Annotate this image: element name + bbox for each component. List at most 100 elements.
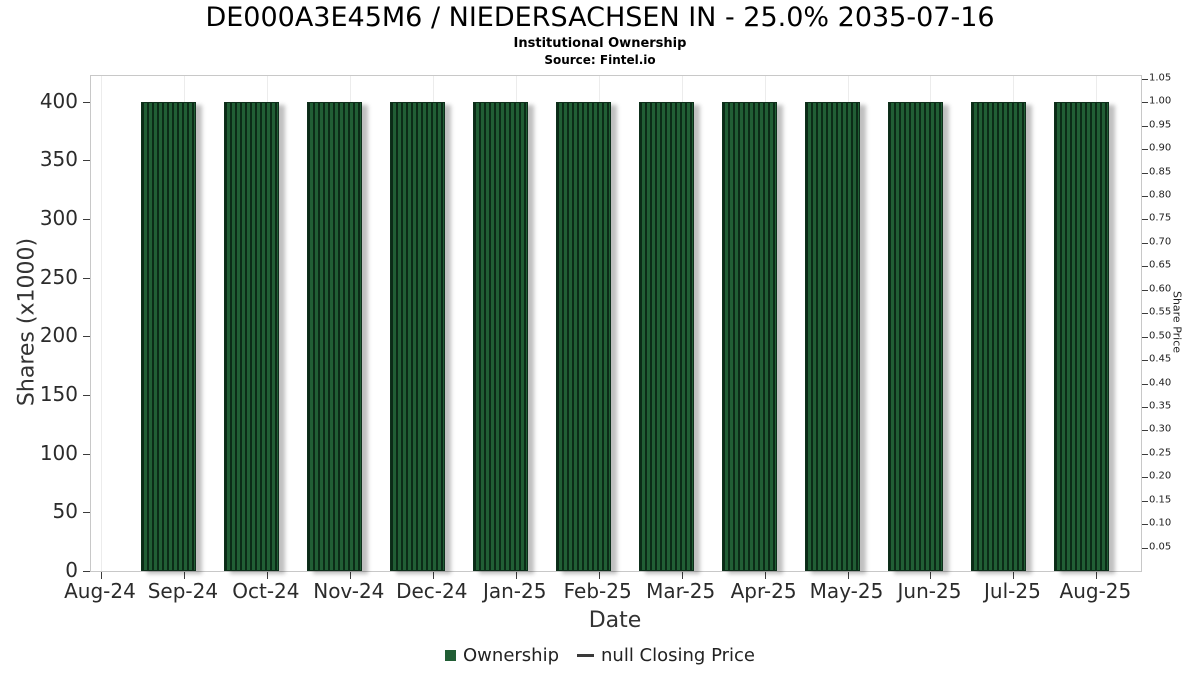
y-right-tick-mark: [1142, 524, 1148, 526]
y-right-tick-mark: [1142, 453, 1148, 455]
x-tick-label: Feb-25: [563, 579, 632, 603]
y-right-tick-mark: [1142, 125, 1148, 127]
x-tick-label: Dec-24: [396, 579, 468, 603]
y-right-tick-labels: 0.05 0.10 0.15 0.20 0.25 0.30 0.35 0.40 0.45 0.50…: [1149, 72, 1197, 570]
y-right-tick-mark: [1142, 242, 1148, 244]
y-right-tick-mark: [1142, 313, 1148, 315]
ownership-bar: [639, 101, 695, 571]
ownership-bar: [141, 101, 197, 571]
plot-area: [83, 75, 1148, 579]
x-tick-mark: [764, 572, 766, 579]
x-tick-mark: [930, 572, 932, 579]
y-right-tick-label: 0.85: [1149, 166, 1172, 178]
x-tick-mark: [349, 572, 351, 579]
y-right-tick-mark: [1142, 360, 1148, 362]
y-left-tick-mark: [83, 219, 90, 221]
y-right-tick-label: 0.75: [1149, 212, 1172, 224]
legend-item-ownership[interactable]: Ownership: [445, 645, 559, 666]
y-right-tick-mark: [1142, 430, 1148, 432]
y-right-tick-label: 0.05: [1149, 541, 1172, 553]
ownership-bar: [1053, 101, 1109, 571]
ownership-bar: [390, 101, 446, 571]
x-tick-mark: [100, 572, 102, 579]
chart-subtitle: Institutional Ownership: [513, 36, 687, 51]
x-tick-label: Sep-24: [147, 579, 219, 603]
y-right-tick-label: 0.10: [1149, 517, 1172, 529]
y-left-tick-label: 100: [39, 440, 78, 465]
legend-ownership-label: Ownership: [463, 645, 560, 666]
y-right-tick-label: 0.15: [1149, 494, 1172, 506]
y-right-tick-mark: [1142, 477, 1148, 479]
y-left-tick-label: 0: [65, 558, 78, 582]
x-tick-label: Aug-24: [64, 579, 136, 603]
y-left-tick-label: 50: [52, 499, 78, 524]
y-right-tick-label: 0.30: [1149, 423, 1172, 435]
x-tick-label: Nov-24: [313, 579, 385, 603]
y-right-tick-mark: [1142, 172, 1148, 174]
y-right-tick-label: 1.05: [1149, 72, 1172, 84]
y-right-tick-mark: [1142, 219, 1148, 221]
y-right-tick-label: 0.25: [1149, 447, 1172, 459]
y-left-tick-mark: [83, 395, 90, 397]
x-tick-mark: [1013, 572, 1015, 579]
y-right-tick-label: 0.55: [1149, 306, 1172, 318]
legend: Ownership null Closing Price: [0, 645, 1200, 666]
x-tick-mark: [515, 572, 517, 579]
x-tick-label: Jan-25: [482, 579, 547, 603]
y-right-tick-label: 0.40: [1149, 377, 1172, 388]
y-right-tick-label: 0.35: [1149, 400, 1172, 412]
x-tick-mark: [266, 572, 268, 579]
ownership-bar: [556, 101, 612, 571]
x-tick-label: Jun-25: [897, 579, 962, 603]
y-right-tick-mark: [1142, 336, 1148, 338]
y-left-tick-labels: 0 50 100 150 200 250 300 350 400: [0, 75, 80, 582]
x-axis: Aug-24 Sep-24 Oct-24 Nov-24 Dec-24 Jan-25 Feb-…: [64, 571, 1140, 611]
y-right-tick-label: 0.65: [1149, 259, 1172, 271]
y-right-tick-mark: [1142, 78, 1148, 80]
ownership-bar: [887, 101, 943, 571]
x-tick-mark: [847, 572, 849, 579]
ownership-bar: [307, 101, 363, 571]
chart-title: DE000A3E45M6 / NIEDERSACHSEN IN - 25.0% …: [205, 2, 995, 33]
y-left-tick-label: 300: [39, 206, 78, 231]
x-tick-mark: [598, 572, 600, 579]
y-left-tick-mark: [83, 336, 90, 338]
x-tick-mark: [681, 572, 683, 579]
x-tick-label: Apr-25: [730, 579, 797, 603]
x-tick-label: Jul-25: [984, 579, 1041, 603]
y-right-tick-label: 0.80: [1149, 189, 1172, 201]
y-right-tick-mark: [1142, 383, 1148, 385]
ownership-bar: [722, 101, 778, 571]
y-right-tick-label: 0.50: [1149, 330, 1172, 342]
ownership-bar: [970, 101, 1026, 571]
y-right-tick-mark: [1142, 266, 1148, 268]
closing-price-line-icon: [577, 654, 595, 657]
x-tick-label: Oct-24: [232, 579, 300, 603]
y-right-tick-mark: [1142, 149, 1148, 151]
y-left-tick-label: 350: [39, 147, 78, 172]
y-left-tick-mark: [83, 101, 90, 103]
x-tick-mark: [183, 572, 185, 579]
x-axis-label: Date: [588, 608, 642, 633]
y-left-tick-mark: [83, 512, 90, 514]
chart-source: Source: Fintel.io: [544, 53, 656, 67]
y-left-tick-label: 250: [39, 264, 78, 289]
ownership-bar: [473, 101, 529, 571]
y-right-tick-label: 0.45: [1149, 353, 1172, 365]
legend-item-closing-price[interactable]: null Closing Price: [577, 645, 755, 666]
y-right-tick-label: 0.90: [1149, 142, 1172, 154]
y-right-tick-label: 0.95: [1149, 119, 1172, 131]
y-left-tick-label: 400: [39, 88, 78, 113]
y-right-tick-label: 0.60: [1149, 283, 1172, 295]
y-right-tick-mark: [1142, 500, 1148, 502]
y-left-tick-mark: [83, 277, 90, 279]
ownership-bar: [805, 101, 861, 571]
x-tick-label: Aug-25: [1059, 579, 1132, 603]
y-left-tick-mark: [83, 571, 90, 572]
x-tick-mark: [1096, 572, 1098, 579]
y-left-tick-label: 200: [39, 323, 78, 348]
y-right-tick-mark: [1142, 196, 1148, 197]
y-right-tick-mark: [1142, 406, 1148, 408]
y-right-tick-label: 0.20: [1149, 470, 1172, 482]
